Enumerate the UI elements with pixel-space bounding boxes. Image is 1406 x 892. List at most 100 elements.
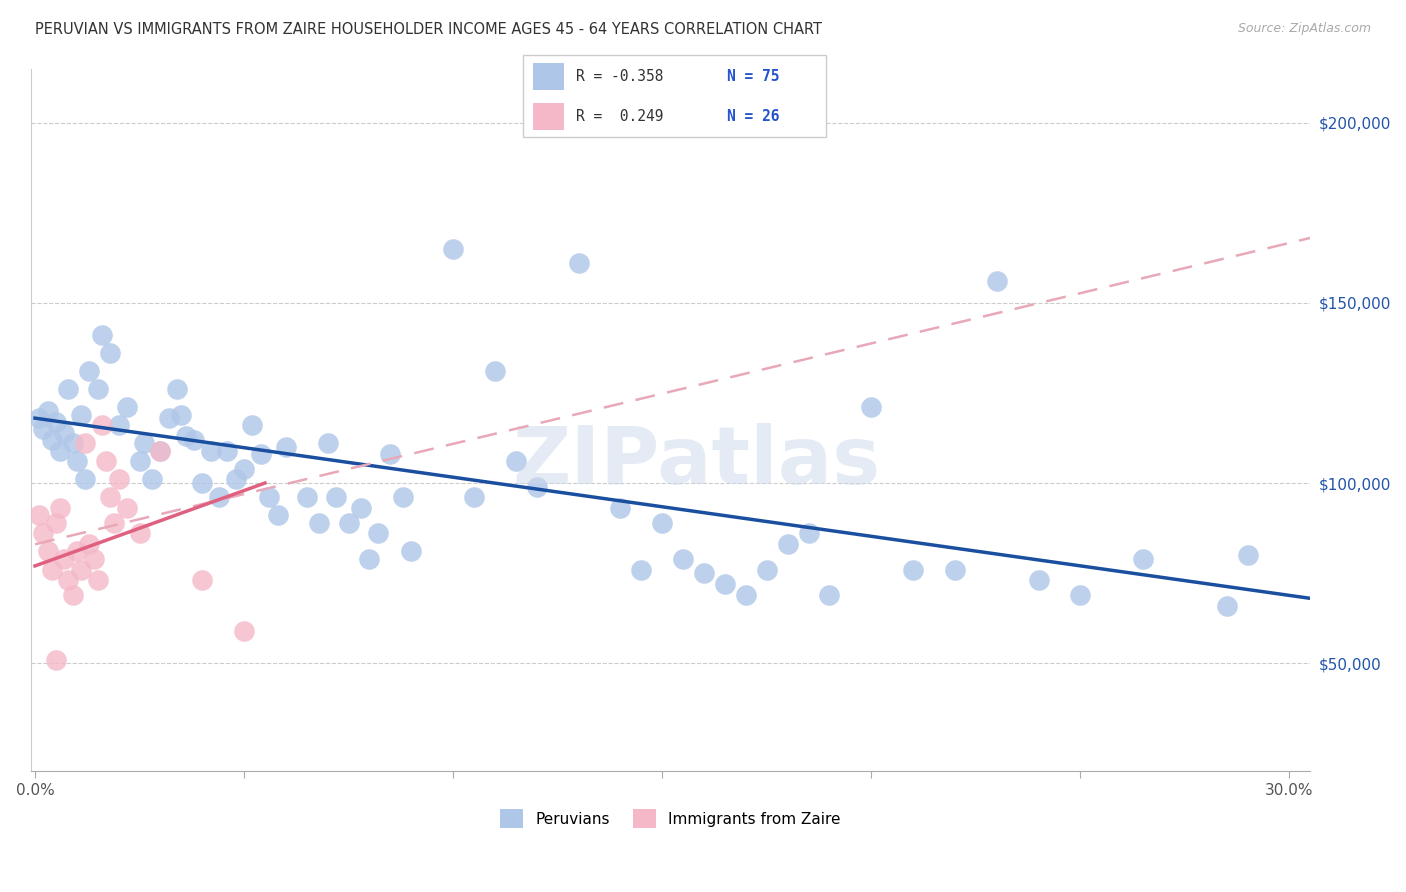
Point xyxy=(75,472,97,486)
Point xyxy=(208,491,231,505)
Point xyxy=(350,501,373,516)
Point xyxy=(94,454,117,468)
Point xyxy=(83,551,105,566)
Point xyxy=(359,551,381,566)
Point xyxy=(630,562,652,576)
Point xyxy=(141,472,163,486)
Point xyxy=(242,418,264,433)
Point xyxy=(797,526,820,541)
Point xyxy=(75,436,97,450)
Point xyxy=(266,508,288,523)
Point xyxy=(755,562,778,576)
Point xyxy=(66,454,89,468)
Point xyxy=(233,624,256,638)
Point xyxy=(28,508,51,523)
Point xyxy=(86,574,108,588)
FancyBboxPatch shape xyxy=(523,55,827,136)
Point xyxy=(70,562,93,576)
Point xyxy=(45,652,67,666)
Point xyxy=(714,577,737,591)
FancyBboxPatch shape xyxy=(533,103,564,130)
Point xyxy=(41,562,63,576)
Point xyxy=(295,491,318,505)
Point xyxy=(1132,551,1154,566)
Point xyxy=(128,526,150,541)
Point xyxy=(157,411,180,425)
Text: PERUVIAN VS IMMIGRANTS FROM ZAIRE HOUSEHOLDER INCOME AGES 45 - 64 YEARS CORRELAT: PERUVIAN VS IMMIGRANTS FROM ZAIRE HOUSEH… xyxy=(35,22,823,37)
Point xyxy=(32,526,55,541)
Point xyxy=(200,443,222,458)
Point xyxy=(62,436,84,450)
Point xyxy=(149,443,172,458)
Point xyxy=(380,447,402,461)
FancyBboxPatch shape xyxy=(533,62,564,90)
Point xyxy=(249,447,271,461)
Point xyxy=(901,562,924,576)
Point xyxy=(191,475,214,490)
Point xyxy=(651,516,673,530)
Point xyxy=(174,429,197,443)
Point xyxy=(1215,599,1237,613)
Point xyxy=(115,501,138,516)
Point xyxy=(860,401,883,415)
Point xyxy=(66,544,89,558)
Point xyxy=(1028,574,1050,588)
Point xyxy=(308,516,330,530)
Point xyxy=(58,382,80,396)
Point xyxy=(233,461,256,475)
Point xyxy=(37,404,59,418)
Point xyxy=(132,436,155,450)
Point xyxy=(45,516,67,530)
Text: N = 26: N = 26 xyxy=(727,109,780,124)
Point xyxy=(257,491,280,505)
Point xyxy=(217,443,239,458)
Point xyxy=(818,588,841,602)
Point xyxy=(325,491,347,505)
Point xyxy=(986,274,1008,288)
Point xyxy=(526,480,548,494)
Point xyxy=(128,454,150,468)
Point xyxy=(734,588,756,602)
Point xyxy=(274,440,297,454)
Point xyxy=(609,501,631,516)
Point xyxy=(49,501,72,516)
Point xyxy=(191,574,214,588)
Point xyxy=(505,454,527,468)
Point xyxy=(337,516,360,530)
Point xyxy=(316,436,339,450)
Text: N = 75: N = 75 xyxy=(727,69,780,84)
Point xyxy=(693,566,716,581)
Point xyxy=(183,433,205,447)
Point xyxy=(86,382,108,396)
Point xyxy=(103,516,125,530)
Point xyxy=(90,418,112,433)
Point xyxy=(776,537,799,551)
Point xyxy=(107,472,129,486)
Point xyxy=(672,551,695,566)
Point xyxy=(98,346,121,360)
Text: R = -0.358: R = -0.358 xyxy=(576,69,664,84)
Legend: Peruvians, Immigrants from Zaire: Peruvians, Immigrants from Zaire xyxy=(495,803,846,834)
Point xyxy=(401,544,423,558)
Point xyxy=(484,364,506,378)
Point xyxy=(441,242,464,256)
Point xyxy=(463,491,485,505)
Point xyxy=(225,472,247,486)
Point xyxy=(28,411,51,425)
Text: Source: ZipAtlas.com: Source: ZipAtlas.com xyxy=(1237,22,1371,36)
Point xyxy=(107,418,129,433)
Point xyxy=(166,382,188,396)
Point xyxy=(49,443,72,458)
Point xyxy=(170,408,193,422)
Point xyxy=(58,574,80,588)
Point xyxy=(70,408,93,422)
Point xyxy=(1069,588,1091,602)
Point xyxy=(53,425,76,440)
Point xyxy=(32,422,55,436)
Point xyxy=(149,443,172,458)
Point xyxy=(567,256,589,270)
Point xyxy=(115,401,138,415)
Point xyxy=(98,491,121,505)
Point xyxy=(943,562,966,576)
Point xyxy=(367,526,389,541)
